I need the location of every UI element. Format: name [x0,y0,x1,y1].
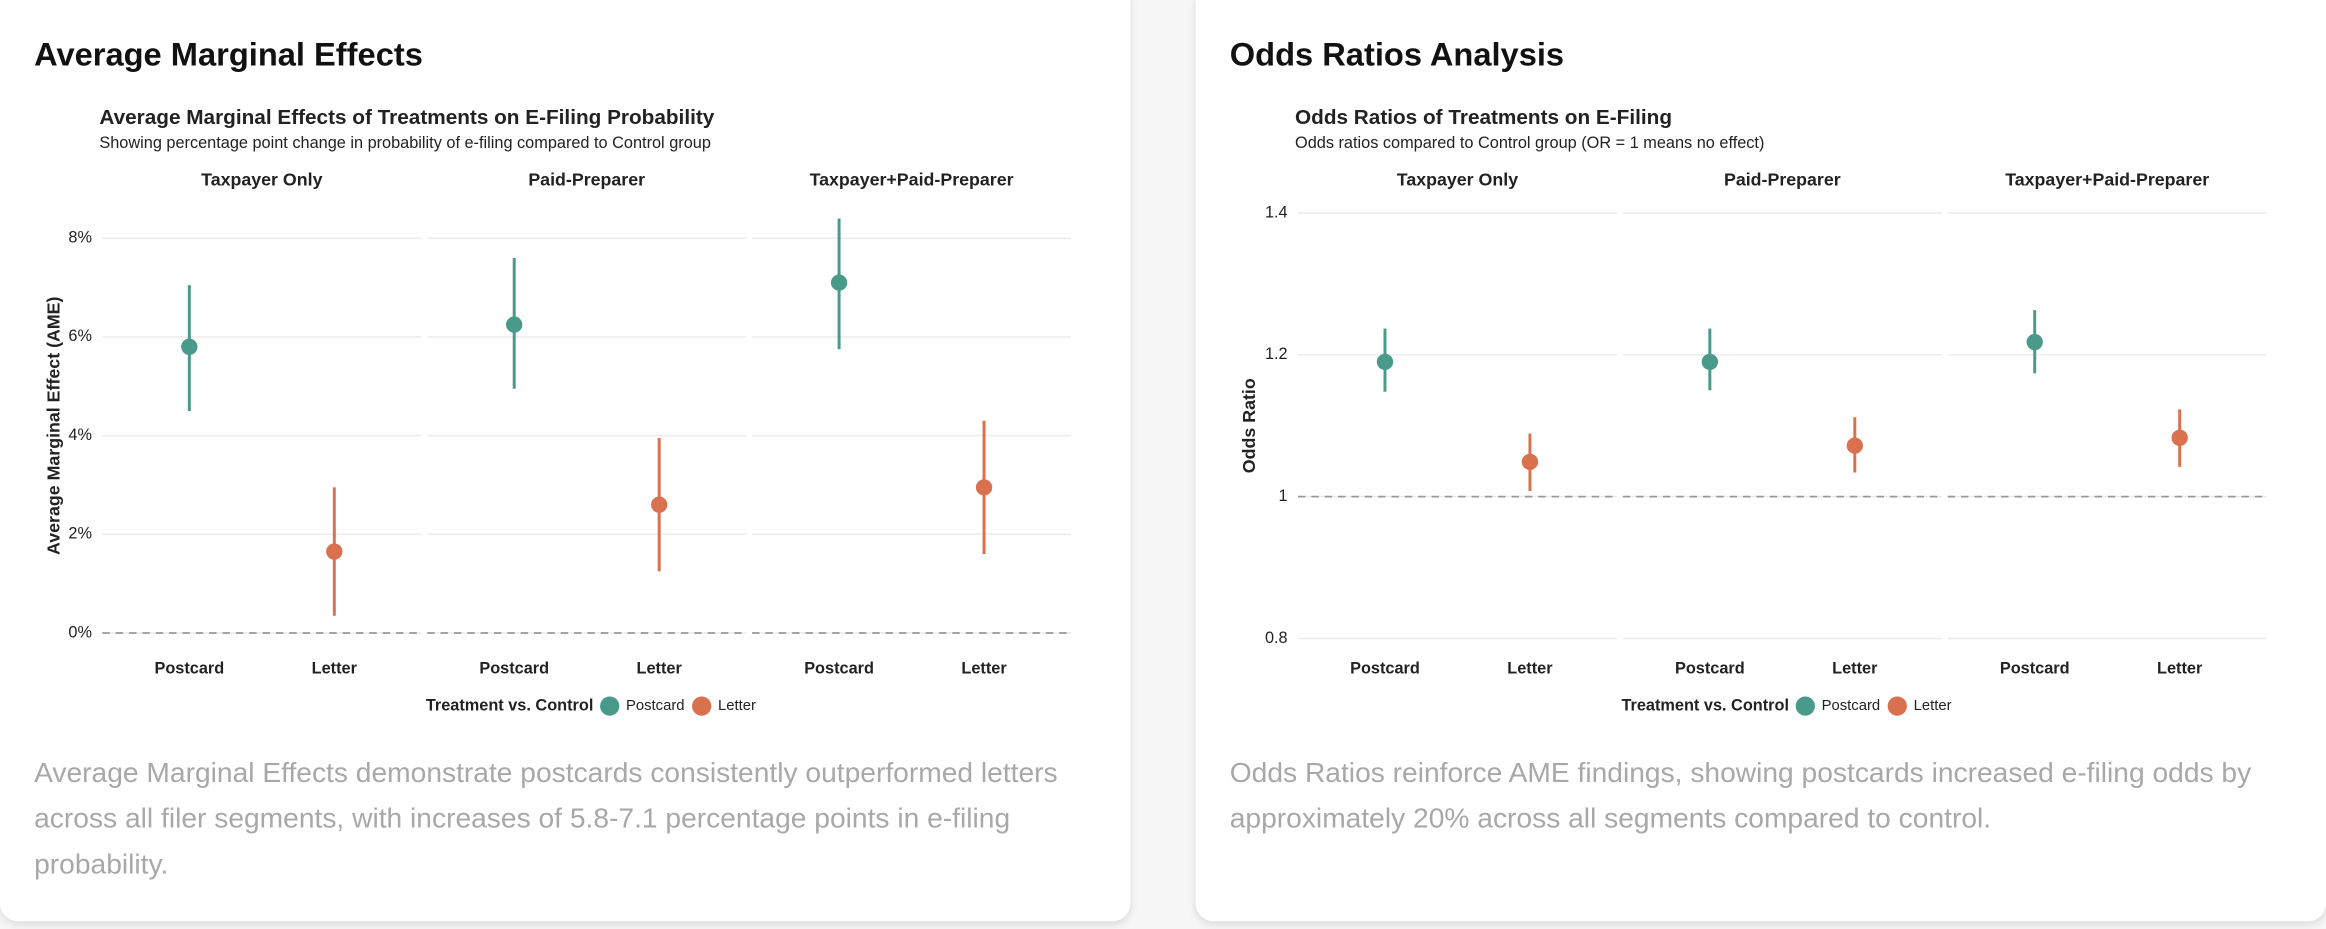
facet-label: Taxpayer+Paid-Preparer [810,170,1014,190]
point [506,316,523,333]
card-description: Average Marginal Effects demonstrate pos… [34,758,1058,882]
x-tick-label: Postcard [1675,659,1745,677]
x-tick-label: Letter [312,659,358,677]
legend-swatch [1795,696,1815,716]
odds-chart: Odds Ratios of Treatments on E-Filing Odd… [1239,106,2267,716]
ame-chart: Average Marginal Effects of Treatments o… [44,106,1072,716]
facet-label: Taxpayer Only [201,170,322,190]
x-tick-label: Postcard [804,659,874,677]
point [2171,429,2188,446]
y-tick-label: 1.4 [1265,203,1288,221]
x-tick-label: Letter [961,659,1007,677]
point [830,274,848,291]
x-tick-label: Letter [2157,659,2203,677]
point [651,496,668,513]
card-heading: Average Marginal Effects [34,35,423,73]
legend-label: Letter [718,698,756,714]
point [1376,353,1394,371]
point [1521,453,1539,471]
facet-label: Taxpayer Only [1397,170,1518,190]
legend-title: Treatment vs. Control [426,696,594,714]
ame-card: Average Marginal Effects Average Margina… [0,0,1131,922]
legend-title: Treatment vs. Control [1621,696,1789,714]
y-axis-title: Average Marginal Effect (AME) [44,296,64,555]
facet-label: Paid-Preparer [1724,170,1841,190]
y-tick-label: 1.2 [1265,345,1288,363]
legend-label: Letter [1914,698,1952,714]
point [1846,437,1863,454]
odds-card: Odds Ratios Analysis Odds Ratios of Trea… [1195,0,2326,922]
chart-title: Odds Ratios of Treatments on E-Filing [1295,106,1672,129]
y-tick-label: 0% [68,623,92,641]
x-tick-label: Postcard [1350,659,1420,677]
y-axis-title: Odds Ratio [1239,378,1259,473]
facet-label: Paid-Preparer [528,170,645,190]
point [2026,333,2043,351]
facet-label: Taxpayer+Paid-Preparer [2005,170,2209,190]
y-tick-label: 6% [68,327,92,345]
point [326,543,343,560]
x-tick-label: Postcard [479,659,549,677]
x-tick-label: Letter [1507,659,1553,677]
chart-subtitle: Odds ratios compared to Control group (O… [1295,134,1764,152]
legend-swatch [1887,696,1907,716]
x-tick-label: Postcard [2000,659,2070,677]
chart-title: Average Marginal Effects of Treatments o… [99,106,714,129]
x-tick-label: Letter [637,659,683,677]
card-description: Odds Ratios reinforce AME findings, show… [1229,758,2252,836]
x-tick-label: Letter [1832,659,1878,677]
legend-swatch [692,696,712,716]
legend-swatch [600,696,620,716]
point [181,338,198,355]
legend-label: Postcard [1822,698,1881,714]
chart-subtitle: Showing percentage point change in proba… [99,134,711,152]
x-tick-label: Postcard [154,659,224,677]
y-tick-label: 4% [68,426,92,444]
y-tick-label: 1 [1279,487,1288,505]
legend-label: Postcard [626,698,685,714]
point [1701,353,1719,371]
point [975,479,993,496]
y-tick-label: 2% [68,525,92,543]
y-tick-label: 8% [68,229,92,247]
card-heading: Odds Ratios Analysis [1229,35,1565,73]
y-tick-label: 0.8 [1265,629,1288,647]
